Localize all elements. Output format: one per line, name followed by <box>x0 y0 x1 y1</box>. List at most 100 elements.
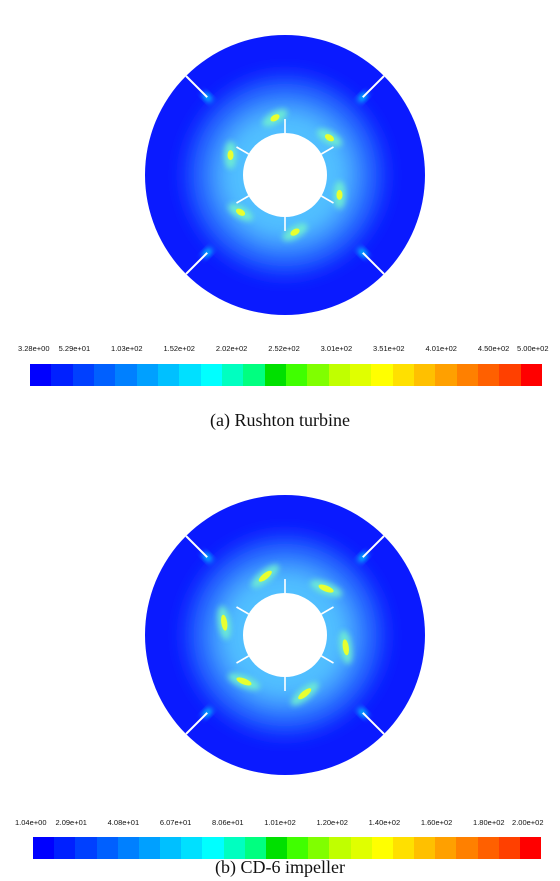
colorbar-segment <box>117 837 139 859</box>
baffle <box>185 252 208 275</box>
colorbar-segment <box>221 364 244 386</box>
colorbar-segment <box>243 364 265 386</box>
colorbar-segment <box>477 837 499 859</box>
colorbar-segment <box>72 364 94 386</box>
impeller-blade <box>236 655 250 664</box>
colorbar-segment <box>456 837 478 859</box>
colorbar-tick-label: 3.28e+00 <box>18 344 50 353</box>
colorbar-tick-label: 5.00e+02 <box>517 344 549 353</box>
colorbar-segment <box>200 364 222 386</box>
colorbar-segment <box>33 837 55 859</box>
colorbar-segment <box>329 837 351 859</box>
contour-plot <box>145 35 425 315</box>
colorbar-ticks: 1.04e+00 2.09e+01 4.08e+01 6.07e+01 8.06e+01… <box>0 818 560 830</box>
baffle <box>362 252 385 275</box>
colorbar <box>33 837 542 859</box>
colorbar-tick-label: 3.51e+02 <box>373 344 405 353</box>
colorbar-tick-label: 1.80e+02 <box>473 818 505 827</box>
colorbar-segment <box>371 837 393 859</box>
colorbar-segment <box>93 364 116 386</box>
colorbar-segment <box>285 364 308 386</box>
colorbar-segment <box>287 837 309 859</box>
peak-velocity-spot <box>336 189 343 200</box>
peak-velocity-spot <box>221 614 228 631</box>
colorbar-segment <box>264 364 286 386</box>
baffle <box>185 75 208 98</box>
colorbar-tick-label: 4.50e+02 <box>477 344 510 353</box>
colorbar-segment <box>328 364 350 386</box>
colorbar-tick-label: 8.06e+01 <box>212 818 244 827</box>
colorbar-tick-label: 4.01e+02 <box>425 344 457 353</box>
colorbar-tick-label: 2.00e+02 <box>512 818 544 827</box>
colorbar-segment <box>181 837 203 859</box>
colorbar-segment <box>498 837 520 859</box>
impeller-hub <box>243 133 327 217</box>
impeller-blade <box>320 655 334 664</box>
impeller-blade <box>320 146 334 155</box>
colorbar-segment <box>157 364 180 386</box>
colorbar-tick-label: 3.01e+02 <box>320 344 353 353</box>
colorbar-tick-label: 1.03e+02 <box>111 344 143 353</box>
colorbar-segment <box>160 837 182 859</box>
colorbar-tick-label: 4.08e+01 <box>107 818 140 827</box>
colorbar-segment <box>371 364 393 386</box>
baffle <box>362 535 385 558</box>
peak-velocity-spot <box>298 688 312 700</box>
colorbar-tick-label: 2.02e+02 <box>215 344 248 353</box>
baffle <box>185 535 208 558</box>
impeller-hub <box>243 593 327 677</box>
colorbar-segment <box>413 364 436 386</box>
peak-velocity-spot <box>236 677 252 686</box>
impeller-blade <box>236 195 250 204</box>
peak-velocity-spot <box>318 584 334 593</box>
peak-velocity-spot <box>258 570 272 582</box>
colorbar-tick-label: 1.04e+00 <box>15 818 47 827</box>
colorbar-segment <box>179 364 201 386</box>
peak-velocity-spot <box>324 134 335 142</box>
colorbar-segment <box>223 837 245 859</box>
peak-velocity-spot <box>227 150 234 161</box>
peak-velocity-spot <box>342 639 349 656</box>
colorbar-segment <box>96 837 118 859</box>
colorbar-tick-label: 1.40e+02 <box>368 818 401 827</box>
colorbar-segment <box>244 837 266 859</box>
impeller-blade <box>236 606 250 615</box>
baffle <box>362 75 385 98</box>
impeller-blade <box>320 195 334 204</box>
peak-velocity-spot <box>290 228 300 236</box>
peak-velocity-spot <box>270 114 280 122</box>
colorbar-segment <box>392 364 414 386</box>
panel-rushton: 3.28e+00 5.29e+01 1.03e+02 1.52e+02 2.02e+02… <box>0 0 560 430</box>
colorbar <box>30 364 542 386</box>
colorbar-tick-label: 5.29e+01 <box>58 344 91 353</box>
colorbar-tick-label: 1.01e+02 <box>264 818 296 827</box>
colorbar-segment <box>54 837 76 859</box>
colorbar-segment <box>308 837 330 859</box>
colorbar-segment <box>520 364 542 386</box>
colorbar-segment <box>136 364 158 386</box>
colorbar-segment <box>138 837 161 859</box>
colorbar-segment <box>75 837 97 859</box>
colorbar-segment <box>414 837 436 859</box>
impeller-blade <box>320 606 334 615</box>
impeller-blade <box>236 146 250 155</box>
colorbar-ticks: 3.28e+00 5.29e+01 1.03e+02 1.52e+02 2.02e+02… <box>0 344 560 356</box>
contour-plot <box>145 495 425 775</box>
colorbar-segment <box>456 364 478 386</box>
colorbar-tick-label: 6.07e+01 <box>159 818 192 827</box>
colorbar-tick-label: 1.60e+02 <box>420 818 453 827</box>
colorbar-tick-label: 2.09e+01 <box>55 818 87 827</box>
colorbar-segment <box>51 364 73 386</box>
colorbar-tick-label: 2.52e+02 <box>268 344 300 353</box>
baffle <box>185 712 208 735</box>
colorbar-segment <box>30 364 52 386</box>
colorbar-segment <box>202 837 224 859</box>
colorbar-tick-label: 1.52e+02 <box>163 344 195 353</box>
baffle <box>362 712 385 735</box>
colorbar-segment <box>435 364 457 386</box>
colorbar-segment <box>435 837 457 859</box>
colorbar-segment <box>115 364 137 386</box>
colorbar-segment <box>349 364 372 386</box>
colorbar-segment <box>265 837 288 859</box>
